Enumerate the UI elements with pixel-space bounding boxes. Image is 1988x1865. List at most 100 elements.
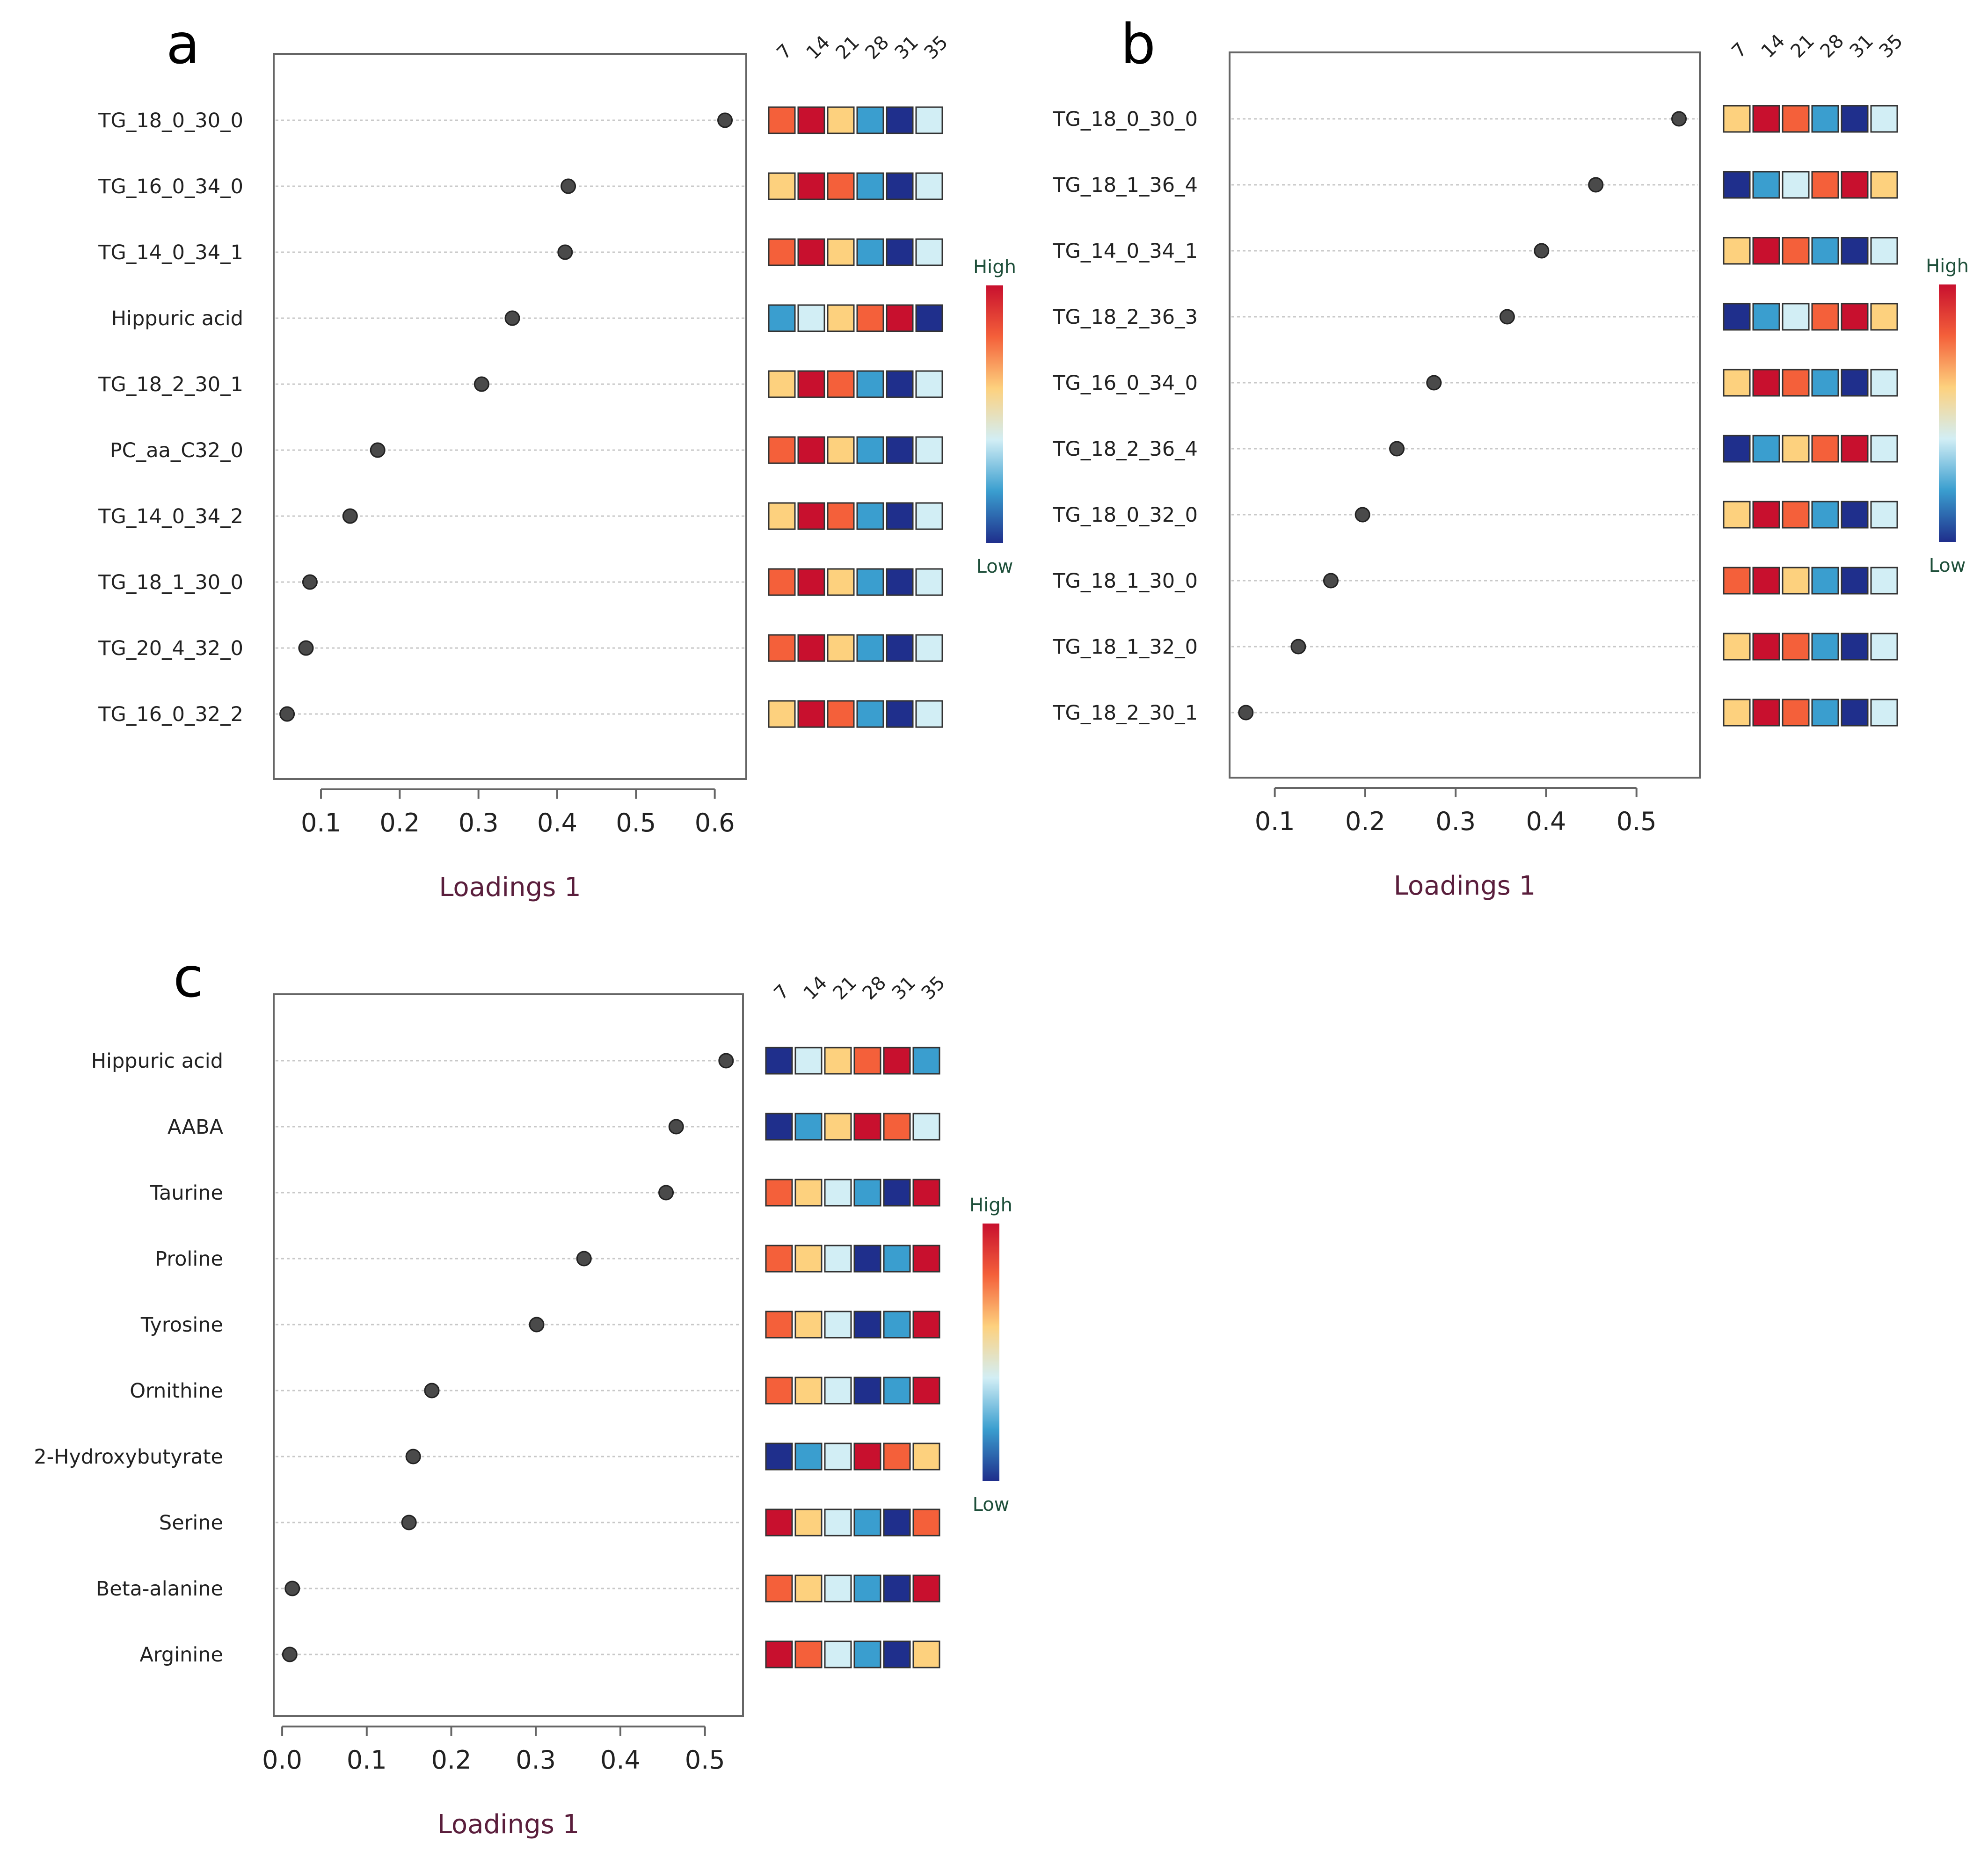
heat-cell (1841, 633, 1869, 661)
loading-point (405, 1449, 421, 1464)
heat-cell (912, 1047, 940, 1075)
heat-cell (765, 1311, 793, 1339)
heat-cell (886, 238, 914, 266)
heat-cell (1870, 501, 1898, 529)
feature-label: TG_14_0_34_1 (1052, 240, 1198, 263)
heat-cell (1811, 567, 1839, 595)
loading-point (473, 376, 489, 392)
heat-cell (794, 1311, 823, 1339)
loading-point (576, 1251, 592, 1267)
feature-label: TG_18_2_30_1 (1052, 701, 1198, 725)
heat-cell (1752, 435, 1780, 463)
heat-cell (912, 1113, 940, 1141)
heat-column-label: 14 (1757, 30, 1790, 63)
heat-cell (883, 1047, 911, 1075)
heat-cell (768, 568, 796, 596)
heat-cell (824, 1377, 852, 1405)
heat-cell (1782, 501, 1810, 529)
loading-point (284, 1581, 300, 1596)
heat-cell (1811, 303, 1839, 331)
loading-point (1534, 243, 1550, 259)
heat-cell (1752, 105, 1780, 133)
heat-cell (853, 1508, 881, 1537)
heat-cell (794, 1047, 823, 1075)
heat-cell (827, 172, 855, 200)
heat-cell (856, 436, 884, 464)
feature-label: Arginine (140, 1643, 224, 1667)
heat-cell (915, 502, 943, 530)
heat-cell (827, 436, 855, 464)
heat-cell (1752, 237, 1780, 265)
heat-cell (824, 1640, 852, 1668)
feature-label: TG_18_1_30_0 (1052, 569, 1198, 593)
feature-label: TG_18_0_32_0 (1052, 503, 1198, 527)
heat-cell (856, 568, 884, 596)
heat-cell (768, 172, 796, 200)
loading-point (342, 508, 358, 524)
feature-label: TG_18_1_30_0 (98, 571, 243, 594)
heat-cell (856, 502, 884, 530)
heat-cell (1752, 501, 1780, 529)
heat-cell (765, 1640, 793, 1668)
heat-cell (856, 370, 884, 398)
x-tick-label: 0.4 (1526, 807, 1566, 836)
x-tick-label: 0.0 (262, 1745, 302, 1775)
heat-cell (883, 1574, 911, 1603)
feature-label: TG_14_0_34_1 (98, 241, 243, 264)
x-tick-label: 0.5 (685, 1745, 725, 1775)
heat-cell (1782, 171, 1810, 199)
heat-cell (883, 1640, 911, 1668)
heat-cell (912, 1377, 940, 1405)
x-tick-label: 0.3 (459, 808, 499, 838)
heat-cell (768, 304, 796, 332)
heat-cell (853, 1179, 881, 1207)
loading-point (282, 1646, 298, 1662)
x-tick-label: 0.1 (347, 1745, 387, 1775)
heat-cell (1841, 567, 1869, 595)
panel-b: b TG_18_0_30_0 TG_18_1_36_4 TG_14_0_34_1 TG_… (1052, 12, 1969, 901)
heat-cell (1782, 567, 1810, 595)
heat-cell (768, 436, 796, 464)
heat-cell (853, 1640, 881, 1668)
loading-point (1238, 705, 1254, 721)
heat-cell (915, 568, 943, 596)
heat-cell (915, 436, 943, 464)
heat-cell (886, 634, 914, 662)
x-axis-title: Loadings 1 (1394, 871, 1536, 901)
heat-cell (827, 304, 855, 332)
feature-label: Hippuric acid (91, 1049, 223, 1073)
heat-cell (797, 106, 825, 134)
heat-cell (883, 1508, 911, 1537)
x-tick-label: 0.5 (1617, 807, 1657, 836)
heat-cell (886, 304, 914, 332)
heat-cell (1752, 699, 1780, 727)
heat-cell (856, 634, 884, 662)
loading-point (279, 706, 295, 722)
x-tick-label: 0.1 (301, 808, 341, 838)
loading-point (717, 112, 733, 128)
heat-cell (794, 1245, 823, 1273)
heat-cell (1723, 501, 1751, 529)
heat-cell (883, 1377, 911, 1405)
loading-point (1588, 177, 1604, 193)
legend-low-label: Low (1929, 555, 1966, 576)
heat-cell (1870, 369, 1898, 397)
feature-label: Taurine (150, 1181, 223, 1205)
heat-cell (912, 1574, 940, 1603)
x-tick-label: 0.5 (616, 808, 656, 838)
heat-cell (1811, 435, 1839, 463)
feature-label: TG_18_0_30_0 (98, 109, 243, 132)
heat-cell (1811, 501, 1839, 529)
heat-cell (794, 1442, 823, 1471)
colorbar (986, 285, 1003, 543)
heat-cell (797, 436, 825, 464)
heat-cell (853, 1311, 881, 1339)
heat-cell (912, 1179, 940, 1207)
heat-cell (886, 106, 914, 134)
heat-cell (765, 1113, 793, 1141)
heat-cell (915, 304, 943, 332)
loading-point (298, 640, 314, 656)
heat-cell (912, 1640, 940, 1668)
heat-cell (883, 1442, 911, 1471)
